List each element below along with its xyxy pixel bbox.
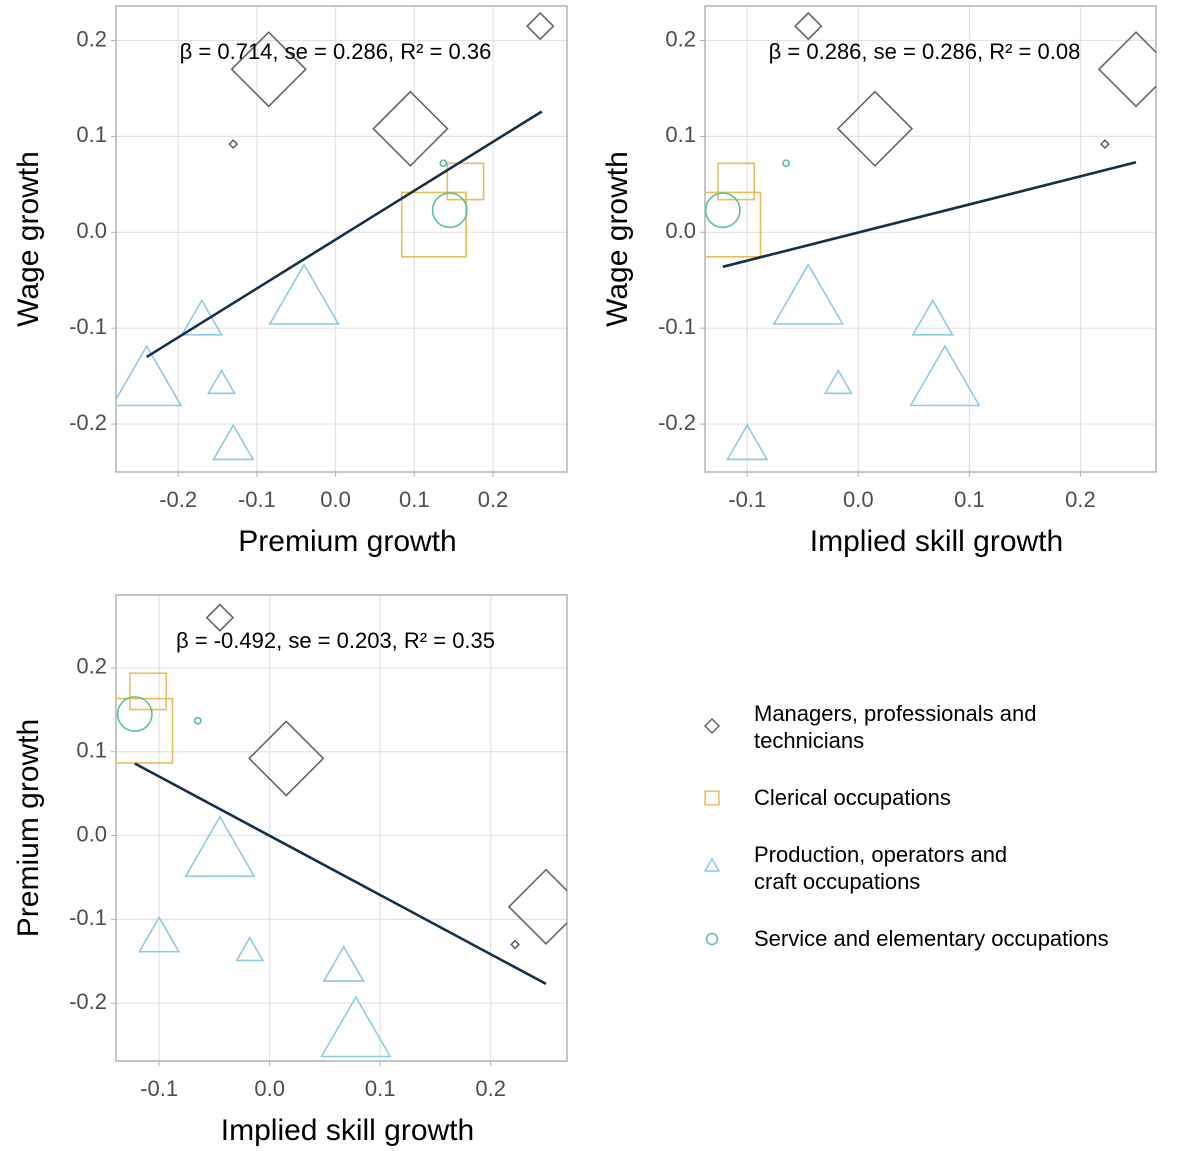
x-tick-label: -0.1 — [238, 487, 276, 512]
y-tick-label: 0.1 — [665, 122, 696, 147]
x-tick-label: 0.2 — [1065, 487, 1096, 512]
y-tick-label: 0.1 — [76, 738, 107, 763]
y-tick-label: -0.2 — [658, 410, 696, 435]
point — [129, 672, 168, 711]
panel-border — [115, 594, 568, 1062]
point — [772, 263, 844, 325]
point — [212, 423, 255, 461]
point — [1097, 31, 1156, 108]
y-tick-label: 0.0 — [665, 218, 696, 243]
point — [510, 939, 521, 950]
y-tick-label: -0.1 — [69, 905, 107, 930]
point — [116, 696, 153, 732]
y-tick-label: -0.2 — [69, 410, 107, 435]
x-tick-label: 0.0 — [843, 487, 874, 512]
legend-label: Clerical occupations — [754, 785, 951, 810]
x-axis-title: Premium growth — [238, 525, 456, 558]
legend-marker — [703, 857, 721, 872]
point — [180, 298, 223, 336]
legend-label: Service and elementary occupations — [754, 926, 1109, 951]
point — [228, 139, 239, 150]
point — [248, 720, 325, 797]
legend-marker — [705, 932, 719, 946]
legend-label: Production, operators and craft occupati… — [754, 842, 1008, 894]
point — [909, 344, 981, 407]
plot-area — [116, 603, 567, 1058]
point — [717, 162, 756, 201]
point — [205, 603, 235, 632]
plot-area — [116, 11, 555, 461]
point — [116, 344, 183, 407]
y-tick-label: 0.1 — [76, 122, 107, 147]
y-tick-label: 0.0 — [76, 821, 107, 846]
point — [1099, 139, 1110, 150]
x-tick-label: 0.0 — [320, 487, 351, 512]
point — [401, 191, 467, 258]
point — [235, 936, 265, 962]
y-tick-label: 0.2 — [76, 26, 107, 51]
point — [268, 263, 340, 325]
panel-border — [115, 5, 568, 473]
x-tick-label: -0.1 — [728, 487, 766, 512]
x-tick-label: 0.2 — [478, 487, 509, 512]
y-tick-label: -0.2 — [69, 989, 107, 1014]
x-tick-label: -0.2 — [159, 487, 197, 512]
point — [116, 697, 174, 764]
legend-marker — [703, 717, 721, 735]
x-tick-label: 0.1 — [365, 1076, 396, 1101]
y-axis-title: Wage growth — [12, 151, 45, 327]
annotation: β = 0.286, se = 0.286, R² = 0.08 — [769, 39, 1081, 64]
point — [322, 945, 365, 982]
y-tick-label: 0.2 — [665, 26, 696, 51]
point — [230, 31, 307, 108]
annotation: β = -0.492, se = 0.203, R² = 0.35 — [176, 628, 495, 653]
point — [184, 815, 256, 878]
point — [794, 11, 823, 41]
x-axis-title: Implied skill growth — [221, 1114, 474, 1147]
x-tick-label: 0.0 — [254, 1076, 285, 1101]
plot-area — [705, 11, 1156, 461]
y-tick-label: 0.2 — [76, 654, 107, 679]
x-axis-title: Implied skill growth — [810, 525, 1063, 558]
x-tick-label: 0.1 — [954, 487, 985, 512]
panel-border — [704, 5, 1157, 473]
fit-line — [722, 161, 1137, 269]
point — [320, 995, 392, 1058]
point — [782, 159, 791, 168]
x-tick-label: -0.1 — [140, 1076, 178, 1101]
legend-label: Managers, professionals and technicians — [754, 701, 1037, 753]
fit-line — [146, 110, 543, 359]
point — [911, 298, 954, 336]
point — [137, 915, 181, 953]
point — [726, 423, 769, 461]
point — [823, 368, 853, 395]
annotation: β = 0.714, se = 0.286, R² = 0.36 — [180, 39, 492, 64]
point — [705, 191, 762, 258]
legend-marker — [704, 790, 720, 806]
point — [439, 159, 448, 168]
x-tick-label: 0.2 — [475, 1076, 506, 1101]
point — [705, 192, 741, 229]
point — [526, 11, 555, 41]
x-tick-label: 0.1 — [399, 487, 430, 512]
fit-line — [134, 762, 547, 986]
point — [507, 868, 567, 945]
point — [836, 90, 914, 167]
point — [372, 90, 449, 167]
point — [431, 192, 468, 229]
y-tick-label: -0.1 — [69, 314, 107, 339]
y-tick-label: -0.1 — [658, 314, 696, 339]
y-axis-title: Wage growth — [601, 151, 634, 327]
y-tick-label: 0.0 — [76, 218, 107, 243]
y-axis-title: Premium growth — [12, 719, 45, 937]
point — [206, 368, 236, 395]
point — [193, 716, 202, 725]
